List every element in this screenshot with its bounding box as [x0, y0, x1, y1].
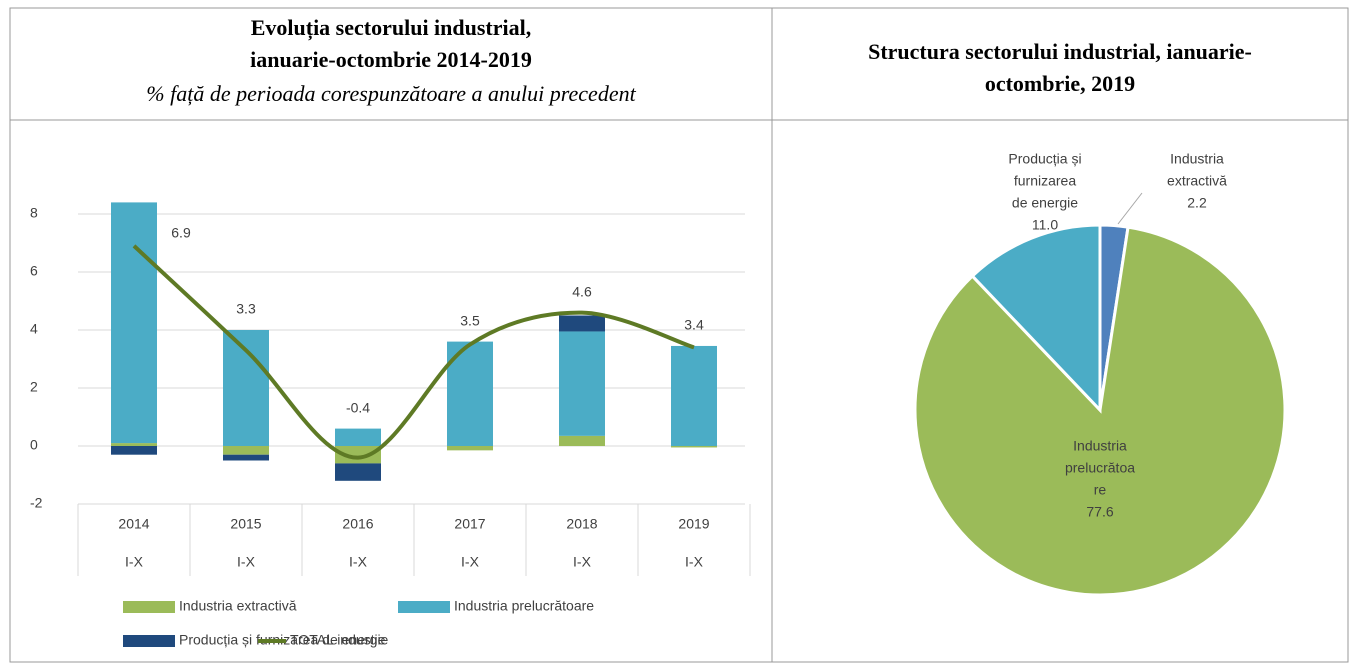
chart-title: Structura sectorului industrial, ianuari… — [868, 39, 1252, 64]
x-tick-label: 2015 — [230, 516, 261, 532]
legend-label: TOTAL industie — [290, 632, 386, 648]
slice-label: furnizarea — [1014, 173, 1076, 189]
bar-segment — [335, 463, 381, 481]
y-tick-label: 4 — [30, 321, 38, 337]
slice-label: de energie — [1012, 195, 1078, 211]
x-tick-sublabel: I-X — [237, 554, 256, 570]
legend-swatch — [123, 635, 175, 647]
slice-label: Industria — [1073, 438, 1127, 454]
slice-value: 77.6 — [1086, 504, 1113, 520]
legend-label: Industria extractivă — [179, 598, 297, 614]
y-tick-label: 0 — [30, 437, 38, 453]
y-tick-label: 8 — [30, 205, 38, 221]
chart-title: ianuarie-octombrie 2014-2019 — [250, 47, 532, 72]
line — [132, 244, 695, 460]
x-tick-label: 2019 — [678, 516, 709, 532]
bar-segment — [111, 446, 157, 455]
bar-segment — [111, 443, 157, 446]
bar-segment — [335, 446, 381, 464]
bar-segment — [559, 331, 605, 436]
x-tick-sublabel: I-X — [573, 554, 592, 570]
x-tick-sublabel: I-X — [461, 554, 480, 570]
bar-segment — [335, 428, 381, 446]
x-tick-label: 2016 — [342, 516, 373, 532]
legend-swatch — [123, 601, 175, 613]
bar-segment — [559, 435, 605, 446]
data-label: 6.9 — [171, 225, 191, 241]
data-label: 4.6 — [572, 283, 592, 299]
bar-segment — [559, 315, 605, 332]
y-tick-label: 6 — [30, 263, 38, 279]
slice-value: 2.2 — [1187, 195, 1207, 211]
x-tick-label: 2018 — [566, 516, 597, 532]
data-label: 3.4 — [684, 317, 704, 333]
x-tick-sublabel: I-X — [685, 554, 704, 570]
bar-segment — [223, 446, 269, 455]
slice-label: extractivă — [1167, 173, 1227, 189]
x-tick-sublabel: I-X — [125, 554, 144, 570]
slice-label: prelucrătoa — [1065, 460, 1135, 476]
bar-segment — [223, 454, 269, 461]
data-label: 3.3 — [236, 301, 256, 317]
slice-value: 11.0 — [1032, 217, 1058, 233]
frame — [9, 7, 1349, 663]
slice-label: Industria — [1170, 151, 1224, 167]
leader-line — [1117, 192, 1143, 225]
slice-label: Producția și — [1008, 151, 1081, 167]
legend-label: Industria prelucrătoare — [454, 598, 594, 614]
chart-title: Evoluția sectorului industrial, — [251, 15, 532, 41]
bar-segment — [223, 330, 269, 446]
bar-segment — [447, 446, 493, 451]
bar-segment — [671, 446, 717, 448]
data-label: 3.5 — [460, 312, 480, 328]
bar-segment — [111, 202, 157, 444]
legend-swatch — [398, 601, 450, 613]
pie-slice — [970, 223, 1102, 414]
chart-title: octombrie, 2019 — [985, 71, 1135, 96]
data-label: -0.4 — [346, 399, 370, 415]
bar-segment — [671, 345, 717, 446]
chart-subtitle: % față de perioada corespunzătoare a anu… — [146, 81, 636, 106]
x-tick-label: 2017 — [454, 516, 485, 532]
slice-label: re — [1094, 482, 1107, 498]
y-tick-label: 2 — [30, 379, 38, 395]
x-tick-label: 2014 — [118, 516, 149, 532]
x-tick-sublabel: I-X — [349, 554, 368, 570]
y-tick-label: -2 — [30, 495, 43, 511]
